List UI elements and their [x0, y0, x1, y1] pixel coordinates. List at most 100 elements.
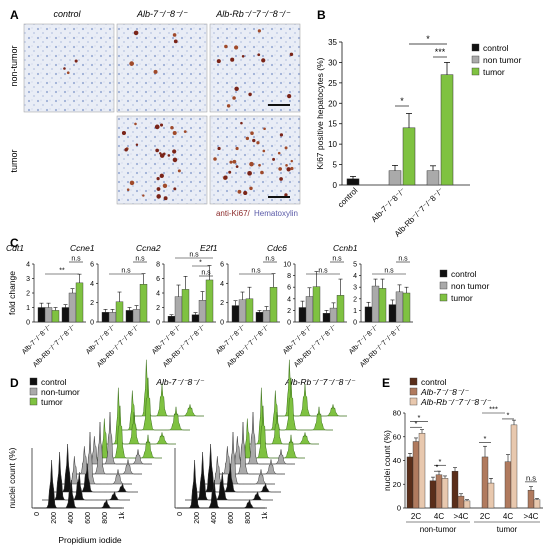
- y-axis-label: nuclei count (%): [382, 430, 392, 491]
- ki67-nucleus: [216, 59, 221, 64]
- ki67-nucleus: [159, 153, 165, 158]
- ki67-nucleus: [156, 187, 161, 191]
- row-label-non-tumor: non-tumor: [9, 45, 19, 86]
- histogram-tumor: [120, 377, 190, 431]
- bar: [181, 289, 190, 323]
- x-tick-label: >4C: [454, 512, 469, 521]
- ki67-nucleus: [213, 157, 217, 161]
- bar: [44, 307, 53, 323]
- x-tick-label: 200: [194, 512, 201, 524]
- legend-swatch: [409, 387, 418, 396]
- y-tick-label: 0: [397, 504, 401, 513]
- histogram-control: [50, 443, 138, 493]
- ki67-nucleus: [126, 188, 130, 192]
- bar: [418, 432, 426, 509]
- ki67-nucleus: [235, 146, 239, 151]
- x-tick-label: 400: [211, 512, 218, 524]
- bar: [312, 286, 321, 323]
- ki67-nucleus: [277, 151, 281, 155]
- y-tick-label: 4: [220, 281, 224, 288]
- bar: [305, 296, 314, 323]
- ki67-nucleus: [237, 189, 242, 194]
- ki67-nucleus: [142, 194, 145, 197]
- x-tick-label: 2C: [411, 512, 421, 521]
- legend-swatch: [471, 55, 480, 64]
- bar: [463, 500, 471, 509]
- y-tick-label: 10: [328, 140, 337, 149]
- y-tick-label: 20: [393, 480, 401, 489]
- ki67-nucleus: [170, 126, 174, 130]
- legend-swatch: [439, 269, 448, 278]
- legend-label: tumor: [483, 67, 505, 77]
- gene-title: Ccna2: [136, 243, 161, 253]
- legend-label: Alb-Rb⁻/⁻7⁻/⁻8⁻/⁻: [420, 397, 492, 407]
- y-tick-label: 40: [393, 456, 401, 465]
- bar: [329, 307, 338, 323]
- ki67-nucleus: [135, 143, 139, 146]
- bar: [174, 296, 183, 323]
- ki67-nucleus: [232, 96, 236, 100]
- bar: [378, 288, 387, 323]
- ki67-nucleus: [257, 29, 261, 33]
- y-tick-label: 35: [328, 38, 337, 47]
- legend-swatch: [471, 43, 480, 52]
- legend-label: control: [483, 43, 509, 53]
- legend-swatch: [29, 377, 38, 386]
- bar: [231, 305, 240, 323]
- panel-b-chart: 0 5 10 15 20 25 30 35 Ki67 positive hepatocytes …: [315, 34, 521, 239]
- sig-marker: *: [400, 96, 404, 106]
- bar: [481, 456, 489, 509]
- y-tick-label: 1: [353, 308, 357, 315]
- ki67-nucleus: [134, 122, 137, 126]
- legend-label: control: [451, 269, 477, 279]
- panel-label-e: E: [382, 376, 390, 390]
- ki67-nucleus: [172, 149, 177, 154]
- ki67-nucleus: [260, 170, 264, 175]
- ki67-nucleus: [252, 138, 256, 143]
- sig-marker: n.s: [189, 252, 199, 259]
- ki67-nucleus: [172, 33, 177, 37]
- ki67-nucleus: [279, 133, 284, 137]
- x-tick-label: 4C: [434, 512, 444, 521]
- x-tick-label: Alb-Rb⁻/⁻7⁻/⁻8⁻/⁻: [162, 323, 208, 369]
- x-tick-label: 400: [68, 512, 75, 524]
- bar: [269, 287, 278, 323]
- bar: [75, 282, 84, 323]
- y-tick-label: 3: [26, 276, 30, 283]
- ki67-nucleus: [235, 165, 239, 169]
- y-tick-label: 1: [26, 305, 30, 312]
- bar: [198, 300, 207, 323]
- histogram-tumor: [235, 405, 305, 459]
- ki67-nucleus: [234, 86, 239, 92]
- ki67-positive-nuclei: [63, 29, 294, 201]
- sig-marker: *: [507, 410, 510, 419]
- bar: [510, 424, 518, 509]
- panel-label-b: B: [317, 8, 326, 22]
- x-tick-label: 0: [34, 512, 41, 516]
- histogram-non-tumor: [225, 411, 295, 465]
- group-label: non-tumor: [420, 525, 457, 534]
- group-label: tumor: [497, 525, 518, 534]
- ki67-nucleus: [284, 146, 288, 150]
- ki67-nucleus: [229, 160, 233, 164]
- y-tick-label: 8: [156, 262, 160, 269]
- x-tick-label: Alb-Rb⁻/⁻7⁻/⁻8⁻/⁻: [226, 323, 272, 369]
- bar: [412, 441, 420, 509]
- plot-title: Alb-7⁻/⁻8⁻/⁻: [155, 377, 205, 387]
- plot-title: Alb-Rb⁻/⁻7⁻/⁻8⁻/⁻: [284, 377, 356, 387]
- y-tick-label: 5: [333, 161, 338, 170]
- x-tick-label: 600: [85, 512, 92, 524]
- col-header-alb78: Alb-7⁻/⁻8⁻/⁻: [136, 9, 188, 19]
- bar: [346, 178, 360, 186]
- legend-swatch: [439, 281, 448, 290]
- sig-marker: n.s: [318, 268, 328, 275]
- y-tick-label: 6: [90, 262, 94, 269]
- bar: [435, 474, 443, 509]
- ki67-nucleus: [290, 166, 294, 171]
- legend-label: non tumor: [483, 55, 521, 65]
- ki67-nucleus: [124, 148, 128, 152]
- ki67-nucleus: [279, 177, 283, 181]
- ki67-nucleus: [156, 177, 160, 181]
